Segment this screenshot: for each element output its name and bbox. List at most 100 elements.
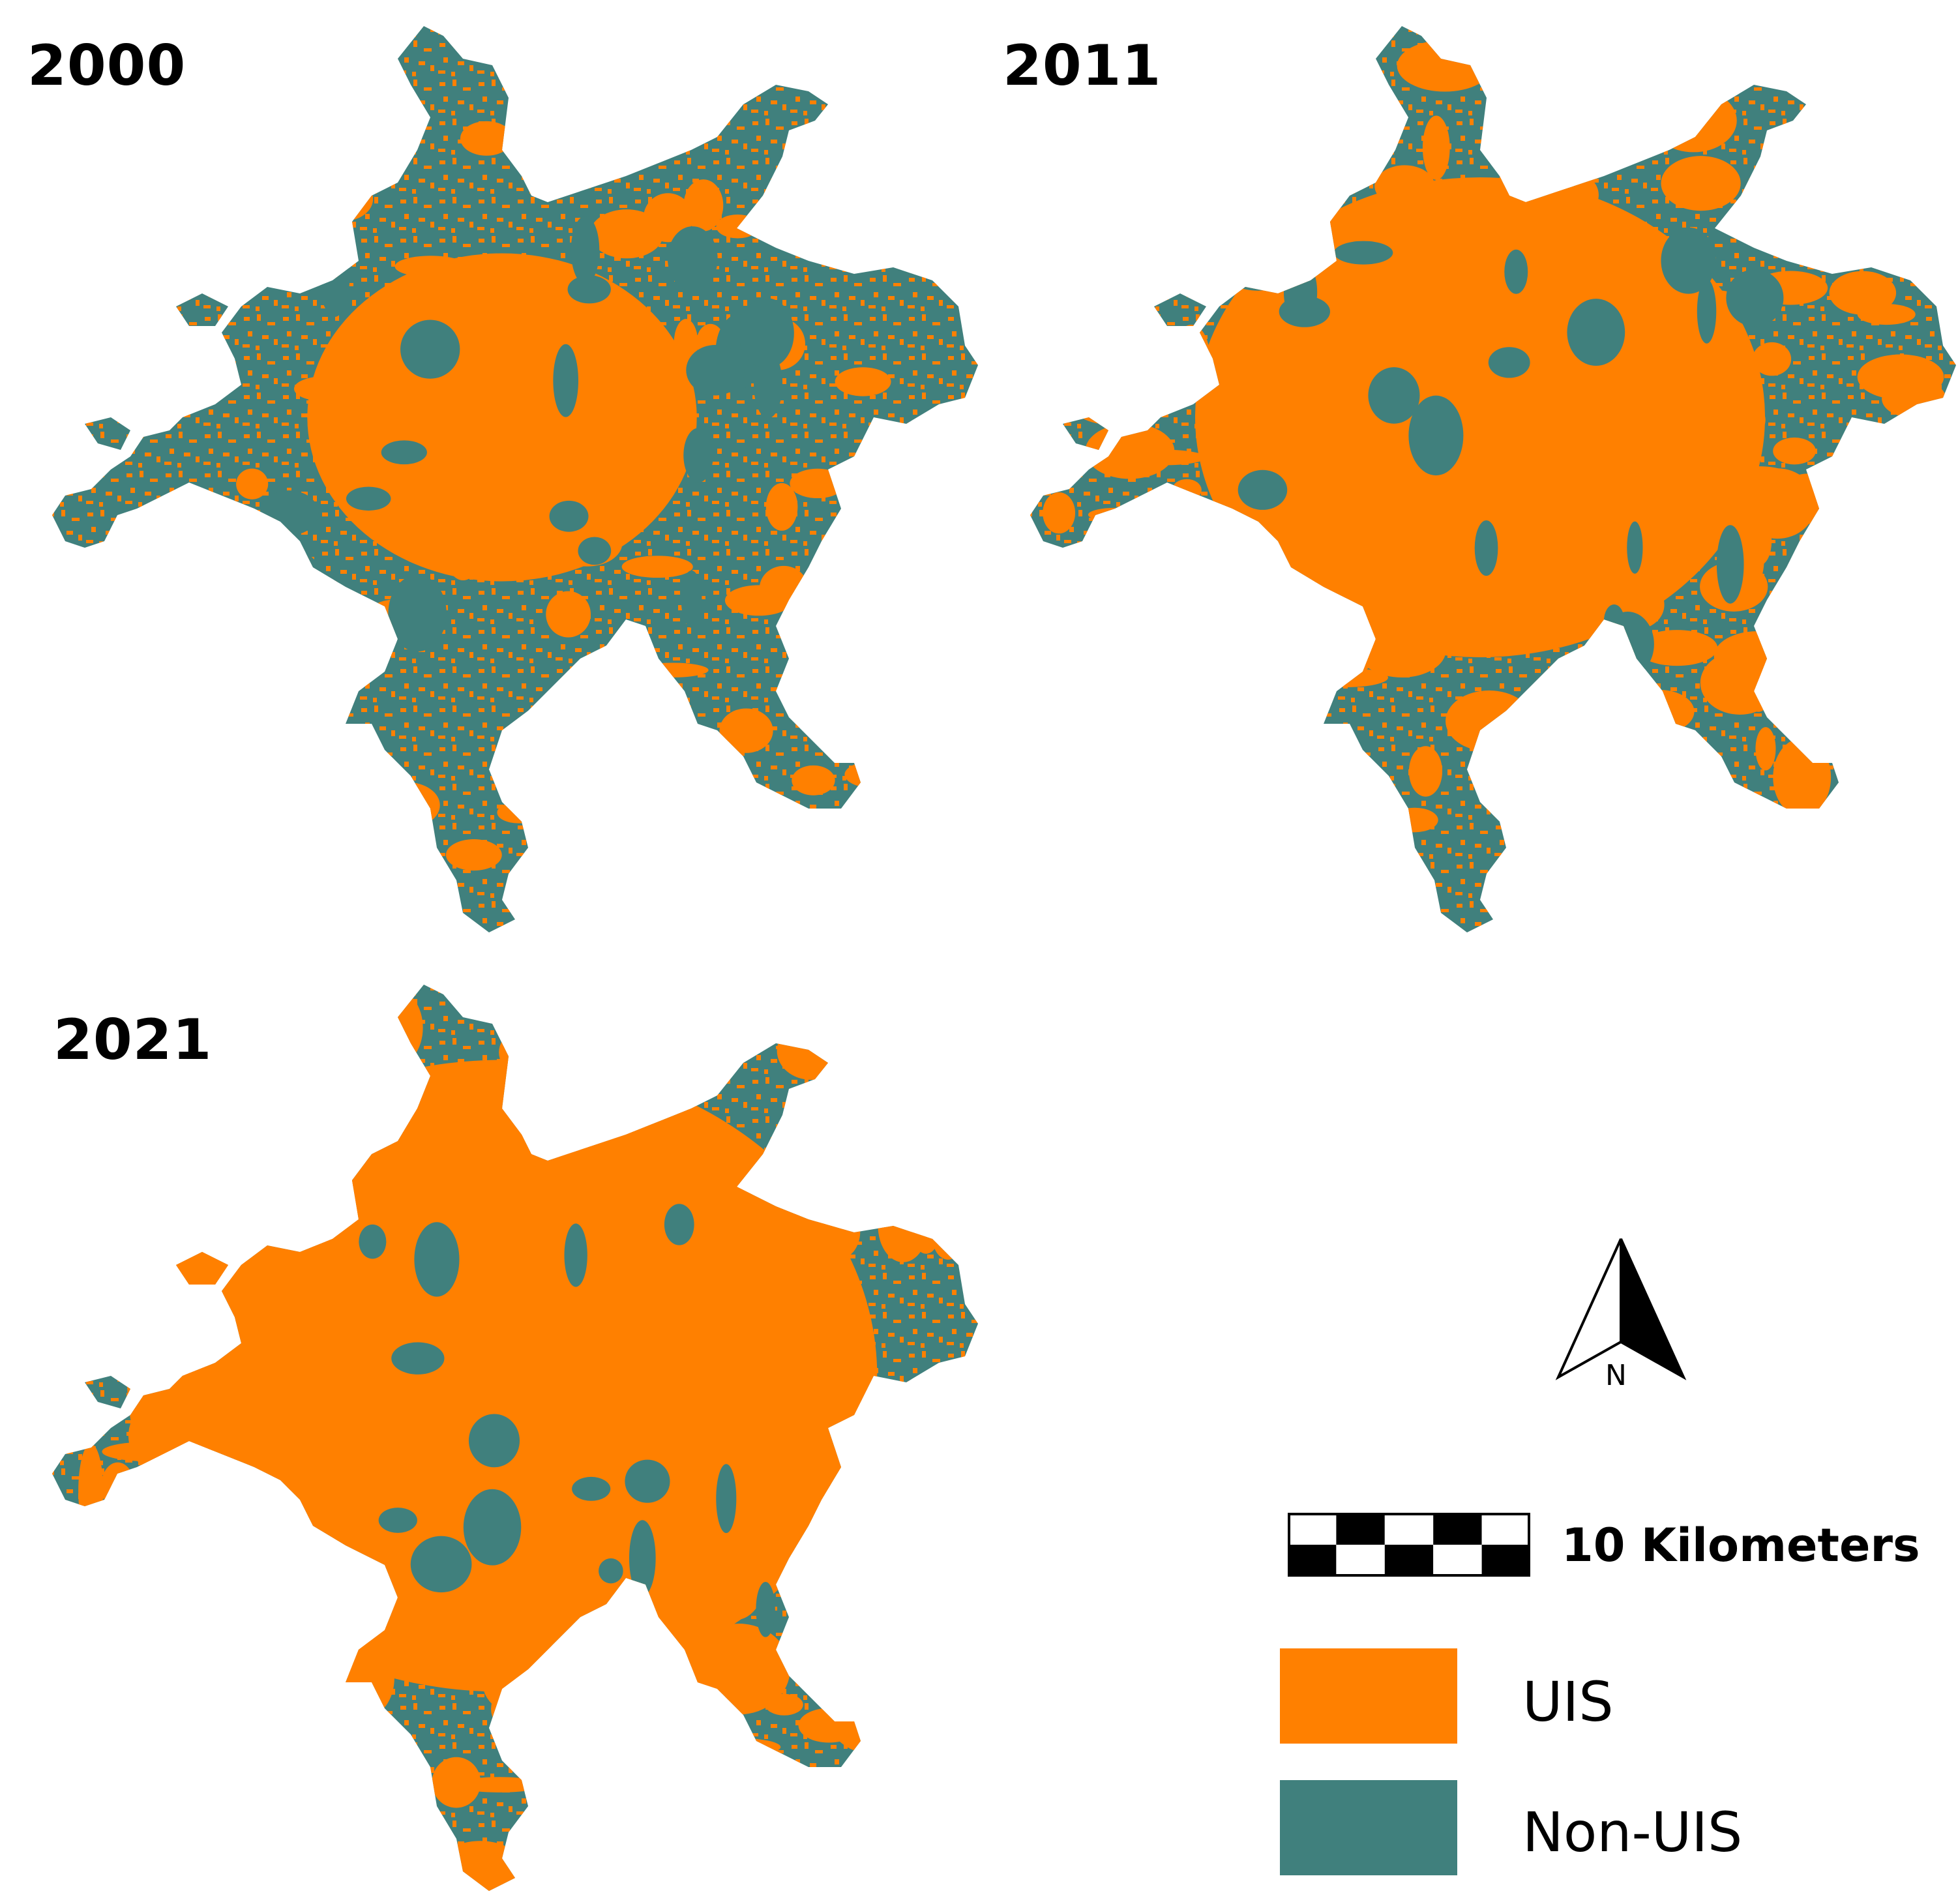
uis-patch <box>1837 281 1869 313</box>
uis-patch <box>92 394 161 411</box>
uis-patch <box>258 1784 376 1872</box>
non-uis-patch <box>400 320 460 379</box>
uis-patch <box>1545 687 1597 712</box>
uis-patch <box>777 1021 846 1080</box>
uis-patch <box>692 867 744 894</box>
uis-patch <box>827 1672 916 1754</box>
non-uis-patch <box>1726 269 1784 327</box>
uis-patch <box>835 1462 941 1480</box>
uis-patch <box>139 1182 171 1253</box>
uis-patch <box>691 1738 781 1757</box>
non-uis-patch <box>346 486 391 511</box>
uis-patch <box>1391 807 1438 833</box>
non-uis-patch <box>410 1536 472 1593</box>
uis-patch <box>1342 74 1370 130</box>
scale-bar-segment <box>1433 1513 1482 1545</box>
uis-patch <box>603 447 665 473</box>
non-uis-patch <box>664 1204 694 1245</box>
uis-patch <box>366 989 423 1067</box>
uis-patch <box>438 1841 523 1891</box>
map-2000 <box>52 26 978 932</box>
uis-patch <box>1216 333 1276 391</box>
uis-patch <box>303 1679 326 1732</box>
uis-patch <box>294 376 355 402</box>
uis-patch <box>936 855 959 904</box>
uis-patch <box>1408 746 1443 797</box>
uis-patch <box>121 1840 222 1885</box>
uis-patch <box>587 1764 619 1814</box>
uis-patch <box>795 1484 865 1529</box>
uis-patch <box>1473 295 1537 359</box>
uis-patch <box>1033 759 1101 800</box>
uis-patch <box>554 985 672 1068</box>
uis-patch <box>164 709 186 738</box>
uis-patch <box>809 1798 853 1867</box>
non-uis-patch <box>1627 521 1643 574</box>
uis-patch <box>153 709 226 738</box>
uis-patch <box>132 1650 201 1741</box>
scale-bar-segment <box>1481 1513 1530 1545</box>
uis-patch <box>1173 324 1210 389</box>
uis-patch <box>594 105 662 147</box>
uis-patch <box>1179 134 1210 178</box>
uis-patch <box>265 1379 319 1403</box>
uis-patch <box>716 215 760 239</box>
uis-patch <box>919 676 940 707</box>
uis-patch <box>528 1639 646 1701</box>
uis-patch <box>661 1022 696 1045</box>
uis-patch <box>1560 546 1621 614</box>
uis-patch <box>329 872 353 921</box>
uis-patch <box>191 89 245 140</box>
uis-patch <box>131 1714 160 1754</box>
non-uis-patch <box>756 1582 775 1637</box>
uis-patch <box>546 591 591 638</box>
uis-patch <box>236 468 269 499</box>
uis-patch <box>784 1296 840 1310</box>
uis-patch <box>1848 654 1876 704</box>
uis-patch <box>621 1294 705 1337</box>
non-uis-patch <box>667 226 718 291</box>
scale-bar-segment <box>1288 1513 1337 1545</box>
uis-patch <box>1635 329 1683 389</box>
uis-patch <box>1887 838 1923 895</box>
uis-patch <box>1268 197 1308 272</box>
uis-patch <box>1565 44 1614 86</box>
uis-patch <box>385 1148 407 1168</box>
uis-patch <box>116 1787 141 1837</box>
non-uis-patch <box>1333 241 1393 265</box>
non-uis-patch <box>1661 227 1717 294</box>
uis-patch <box>349 82 395 136</box>
uis-patch <box>599 1834 670 1890</box>
uis-patch <box>74 52 95 82</box>
uis-patch <box>420 1409 481 1489</box>
uis-patch <box>844 760 906 789</box>
uis-patch <box>1857 304 1916 325</box>
non-uis-patch <box>567 275 611 304</box>
legend-label-non-uis: Non-UIS <box>1522 1800 1743 1864</box>
uis-patch <box>891 1085 969 1135</box>
uis-patch <box>153 1198 250 1293</box>
uis-patch <box>1502 728 1560 785</box>
uis-patch <box>314 120 387 144</box>
uis-patch <box>881 1393 978 1428</box>
uis-patch <box>616 1609 685 1676</box>
non-uis-patch <box>391 1342 445 1375</box>
uis-patch <box>1601 842 1628 911</box>
uis-patch <box>895 244 957 263</box>
non-uis-patch <box>344 1599 388 1637</box>
uis-patch <box>620 1778 659 1835</box>
uis-patch <box>1442 355 1489 421</box>
panel-title-2000: 2000 <box>27 33 186 98</box>
non-uis-patch <box>564 1223 587 1287</box>
uis-patch <box>812 985 867 1047</box>
uis-patch <box>574 1504 631 1599</box>
uis-patch <box>1669 848 1690 863</box>
uis-patch <box>1882 379 1946 418</box>
uis-patch <box>1194 548 1230 608</box>
uis-patch <box>1422 115 1450 180</box>
uis-patch <box>713 1219 791 1264</box>
uis-patch <box>1808 469 1904 517</box>
uis-patch <box>460 121 513 156</box>
uis-patch <box>1636 630 1718 666</box>
uis-patch <box>806 1360 868 1423</box>
